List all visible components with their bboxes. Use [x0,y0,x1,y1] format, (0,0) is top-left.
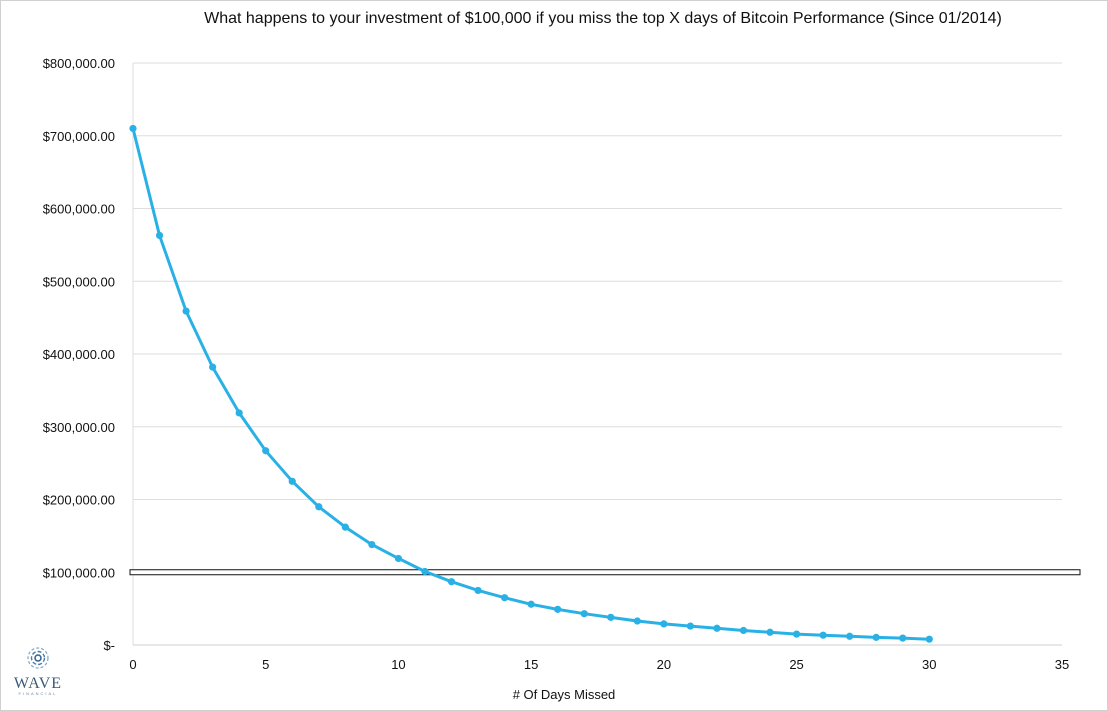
x-axis-ticks: 0 5 10 15 20 25 30 35 [129,657,1069,672]
data-point [792,630,801,638]
data-point [713,624,721,632]
logo-wordmark: WAVE [14,675,62,692]
y-tick-label: $600,000.00 [43,202,115,217]
data-point [501,594,509,602]
data-point [766,628,774,636]
y-tick-label: $500,000.00 [43,274,115,289]
data-point [209,363,217,371]
x-tick-label: 10 [391,657,405,672]
data-point [660,620,668,628]
y-tick-label: $300,000.00 [43,420,115,435]
data-point [262,447,270,455]
logo-subtitle: FINANCIAL [19,691,58,696]
x-tick-label: 25 [789,657,803,672]
data-point [607,613,615,621]
data-point [155,231,164,240]
y-tick-label: $700,000.00 [43,129,115,144]
data-point [129,124,137,133]
data-point [288,477,296,485]
data-point [846,632,854,640]
x-tick-label: 5 [262,657,269,672]
y-tick-label: $800,000.00 [43,56,115,71]
y-tick-label: $400,000.00 [43,347,115,362]
x-tick-label: 20 [657,657,671,672]
data-point [899,634,907,642]
data-point [368,541,376,549]
data-point [686,622,695,630]
y-axis-ticks: $- $100,000.00 $200,000.00 $300,000.00 $400,… [43,56,115,653]
x-tick-label: 15 [524,657,538,672]
data-point [819,631,827,639]
y-tick-label: $200,000.00 [43,493,115,508]
data-point [182,307,190,315]
x-tick-label: 35 [1055,657,1069,672]
reference-line [129,569,1081,576]
gridlines [132,62,1062,646]
data-point [554,605,562,613]
data-point [235,409,243,417]
y-tick-label: $- [103,638,115,653]
series-line [131,127,931,641]
data-point [421,567,429,576]
data-point [315,503,323,511]
data-point [474,586,482,595]
series-group [129,124,933,643]
data-point [580,610,588,618]
data-point [739,626,748,635]
x-axis-label: # Of Days Missed [513,687,616,702]
wave-logo: WAVE FINANCIAL [14,647,62,696]
data-point [447,578,456,586]
x-tick-label: 30 [922,657,936,672]
data-point [341,523,349,531]
chart-title: What happens to your investment of $100,… [204,10,1002,27]
y-tick-label: $100,000.00 [43,565,115,580]
data-point [633,617,641,625]
data-point [925,635,933,643]
swirl-icon [27,647,49,669]
data-point [872,633,880,641]
data-point [394,554,403,563]
data-point [527,600,535,608]
reference-line-group [129,569,1081,576]
x-tick-label: 0 [129,657,136,672]
